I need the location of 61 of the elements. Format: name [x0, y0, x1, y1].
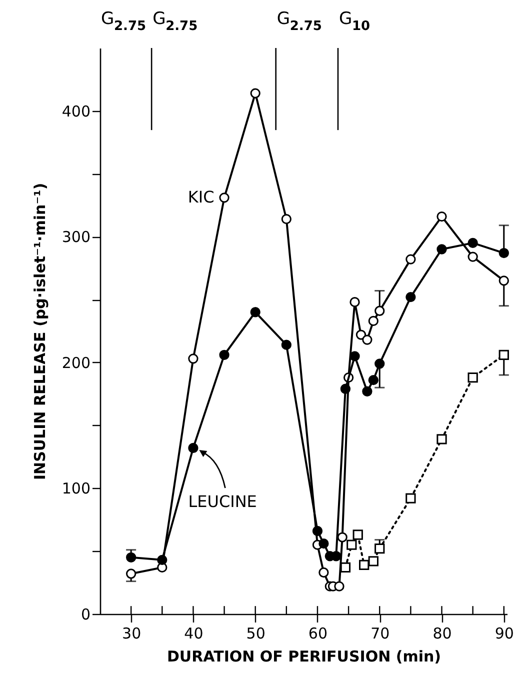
point [359, 560, 370, 570]
point [498, 276, 509, 286]
point [406, 254, 416, 264]
y-tick-label: 200 [62, 354, 90, 372]
x-tick-label: 50 [246, 624, 266, 642]
x-tick-label: 90 [494, 624, 514, 642]
point [498, 350, 509, 360]
x-axis-title: DURATION OF PERIFUSION (min) [166, 648, 442, 666]
point [468, 252, 478, 262]
point [219, 192, 230, 203]
point [368, 556, 378, 566]
point [250, 307, 260, 318]
x-tick-label: 30 [122, 624, 142, 642]
point [406, 493, 416, 504]
point [498, 248, 509, 258]
point [362, 334, 372, 345]
point [350, 351, 360, 362]
point [219, 350, 230, 360]
annotation: LEUCINE [188, 492, 257, 511]
point [436, 244, 447, 254]
point [188, 354, 198, 364]
point [340, 562, 351, 573]
point [250, 88, 260, 98]
point [468, 238, 478, 248]
point [337, 532, 348, 542]
point [356, 330, 366, 340]
point [281, 340, 292, 350]
point [436, 211, 447, 222]
y-axis-title: INSULIN RELEASE (pg·islet⁻¹·min⁻¹) [30, 182, 49, 480]
annotation: KIC [188, 188, 214, 207]
point [334, 581, 344, 592]
point [374, 544, 385, 554]
point [374, 358, 385, 369]
y-tick-label: 0 [80, 606, 90, 624]
point [157, 554, 168, 565]
point [318, 567, 329, 578]
point [188, 442, 198, 454]
point [350, 297, 360, 308]
point [331, 551, 342, 562]
x-tick-label: 40 [184, 624, 204, 642]
point [368, 374, 378, 386]
x-tick-label: 60 [308, 624, 328, 642]
y-tick-label: 100 [62, 480, 90, 498]
y-tick-label: 300 [62, 228, 90, 246]
point [340, 384, 351, 394]
x-tick-label: 70 [370, 624, 390, 642]
x-tick-label: 80 [432, 624, 452, 642]
point [362, 386, 372, 396]
point [312, 526, 323, 536]
point [281, 214, 292, 224]
point [436, 434, 447, 444]
point [374, 306, 385, 316]
point [468, 372, 478, 383]
point [368, 316, 378, 326]
point [318, 538, 329, 549]
point [126, 552, 136, 562]
point [346, 540, 357, 550]
point [406, 292, 416, 302]
point [126, 568, 136, 579]
y-tick-label: 400 [62, 102, 90, 120]
point [352, 530, 363, 540]
